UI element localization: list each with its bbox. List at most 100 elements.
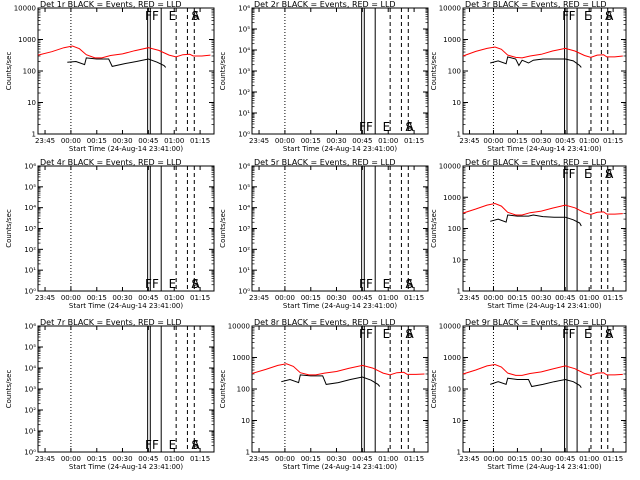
y-tick-label: 10⁵ <box>238 26 250 34</box>
marker-label: F <box>569 167 576 181</box>
panel-title: Det 8r BLACK = Events, RED = LLD <box>254 318 396 327</box>
x-tick-label: 01:00 <box>378 137 398 145</box>
x-tick-label: 23:45 <box>35 455 55 463</box>
y-tick-label: 10¹ <box>24 267 36 275</box>
x-tick-label: 01:00 <box>378 455 398 463</box>
y-tick-label: 1 <box>457 449 461 457</box>
y-tick-label: 10000 <box>228 323 250 331</box>
series-line-events <box>490 377 582 388</box>
y-tick-label: 1 <box>457 131 461 139</box>
marker-label: S <box>405 277 413 291</box>
y-tick-label: 10¹ <box>24 428 36 436</box>
x-tick-label: 00:30 <box>112 455 132 463</box>
y-axis-label: Counts/sec <box>5 209 13 248</box>
x-tick-label: 23:45 <box>459 137 479 145</box>
y-tick-label: 10² <box>24 246 36 254</box>
panel-det-4: Det 4r BLACK = Events, RED = LLD 10⁰ 10¹ 10… <box>5 158 215 310</box>
panel-det-6: Det 6r BLACK = Events, RED = LLD 1 10 100 10… <box>430 158 627 310</box>
panel-title: Det 7r BLACK = Events, RED = LLD <box>40 318 182 327</box>
marker-label: E <box>584 9 592 23</box>
marker-label: A <box>405 277 414 291</box>
x-axis-label: Start Time (24-Aug-14 23:41:00) <box>69 463 183 471</box>
marker-label: F <box>152 438 159 452</box>
marker-label: S <box>605 167 613 181</box>
marker-label: F <box>366 327 373 341</box>
y-tick-label: 10000 <box>439 163 461 171</box>
x-tick-label: 00:30 <box>326 294 346 302</box>
x-tick-label: 00:15 <box>87 137 107 145</box>
marker-label: A <box>605 327 614 341</box>
y-tick-label: 1000 <box>443 36 461 44</box>
y-tick-label: 1000 <box>18 36 36 44</box>
x-tick-label: 00:45 <box>555 137 575 145</box>
panel-det-1: Det 1r BLACK = Events, RED = LLD 1 10 100 10… <box>5 0 215 153</box>
x-tick-label: 01:15 <box>603 294 623 302</box>
x-tick-label: 00:45 <box>138 294 158 302</box>
marker-label: S <box>191 277 199 291</box>
y-axis-label: Counts/sec <box>219 52 227 91</box>
marker-label: S <box>605 327 613 341</box>
y-axis-label: Counts/sec <box>219 370 227 409</box>
y-tick-label: 10000 <box>14 5 36 13</box>
y-tick-label: 100 <box>448 68 461 76</box>
marker-label: A <box>605 9 614 23</box>
x-tick-label: 01:15 <box>603 137 623 145</box>
x-axis-label: Start Time (24-Aug-14 23:41:00) <box>69 302 183 310</box>
y-tick-label: 10⁶ <box>238 5 250 13</box>
y-tick-label: 10⁴ <box>238 204 250 212</box>
y-tick-label: 10⁶ <box>24 163 36 171</box>
y-tick-label: 10⁵ <box>238 183 250 191</box>
marker-label: F <box>359 277 366 291</box>
x-tick-label: 00:30 <box>326 455 346 463</box>
x-tick-label: 00:15 <box>507 294 527 302</box>
marker-label: A <box>191 438 200 452</box>
y-axis-label: Counts/sec <box>219 209 227 248</box>
marker-label: F <box>145 9 152 23</box>
x-tick-label: 01:15 <box>190 294 210 302</box>
marker-label: F <box>359 327 366 341</box>
panel-title: Det 3r BLACK = Events, RED = LLD <box>465 0 607 9</box>
marker-label: F <box>569 9 576 23</box>
y-axis-label: Counts/sec <box>430 370 438 409</box>
x-tick-label: 23:45 <box>35 137 55 145</box>
series-line-lld <box>462 46 623 59</box>
y-tick-label: 10³ <box>238 68 250 76</box>
marker-label: F <box>366 120 373 134</box>
x-tick-label: 01:15 <box>404 137 424 145</box>
x-tick-label: 01:00 <box>164 455 184 463</box>
marker-label: E <box>169 277 177 291</box>
panel-title: Det 1r BLACK = Events, RED = LLD <box>40 0 182 9</box>
x-tick-label: 00:15 <box>301 137 321 145</box>
marker-label: E <box>584 327 592 341</box>
x-tick-label: 23:45 <box>249 455 269 463</box>
y-tick-label: 10⁰ <box>24 288 36 296</box>
marker-label: F <box>562 167 569 181</box>
y-tick-label: 10⁴ <box>24 204 36 212</box>
y-axis-label: Counts/sec <box>430 52 438 91</box>
y-tick-label: 10⁶ <box>24 323 36 331</box>
panel-title: Det 4r BLACK = Events, RED = LLD <box>40 158 182 167</box>
marker-label: S <box>405 120 413 134</box>
series-line-events <box>67 57 167 68</box>
x-tick-label: 00:45 <box>352 455 372 463</box>
y-tick-label: 10² <box>238 246 250 254</box>
x-tick-label: 01:15 <box>190 455 210 463</box>
marker-label: E <box>383 277 391 291</box>
y-tick-label: 10 <box>452 256 461 264</box>
series-line-lld <box>462 202 623 216</box>
y-tick-label: 1000 <box>443 354 461 362</box>
y-tick-label: 1000 <box>232 354 250 362</box>
x-tick-label: 01:00 <box>579 294 599 302</box>
marker-label: S <box>191 9 199 23</box>
x-tick-label: 00:45 <box>352 294 372 302</box>
panel-det-2: Det 2r BLACK = Events, RED = LLD 10⁰ 10¹ 10… <box>219 0 429 153</box>
series-line-events <box>490 214 582 227</box>
y-tick-label: 10² <box>238 89 250 97</box>
x-tick-label: 00:00 <box>275 294 295 302</box>
y-tick-label: 10000 <box>439 323 461 331</box>
x-axis-label: Start Time (24-Aug-14 23:41:00) <box>283 145 397 153</box>
x-tick-label: 23:45 <box>459 294 479 302</box>
marker-label: A <box>605 167 614 181</box>
marker-label: E <box>383 327 391 341</box>
